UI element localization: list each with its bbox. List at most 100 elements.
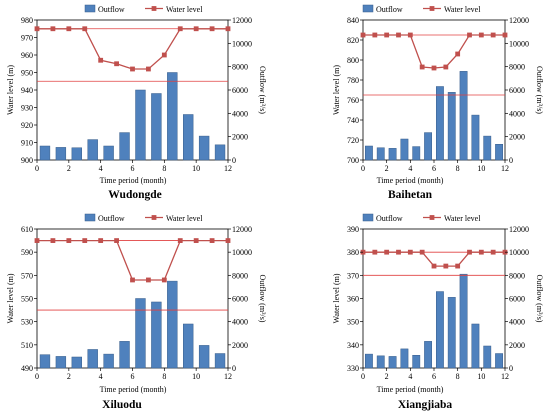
- water-level-marker: [396, 32, 401, 38]
- water-level-marker: [502, 32, 508, 38]
- water-level-marker: [431, 65, 437, 71]
- outflow-bar: [167, 72, 178, 161]
- water-level-marker: [419, 249, 425, 255]
- water-level-marker: [50, 238, 56, 243]
- y-tick-label: 900: [21, 156, 33, 165]
- y-tick-label: 970: [21, 34, 33, 43]
- x-axis-label: Time period (month): [100, 385, 167, 394]
- y-tick-label: 590: [21, 248, 33, 257]
- water-level-marker: [225, 238, 231, 243]
- water-level-marker: [467, 32, 472, 38]
- chart-xiangjiaba: 0 2 4 6 8 10 12 330 340 350 360 370 380 390 0 2000 4000 6…: [332, 213, 544, 411]
- water-level-marker: [407, 32, 413, 38]
- x-tick-label: 0: [361, 164, 365, 173]
- water-level-marker: [50, 26, 56, 32]
- outflow-bar: [151, 301, 162, 369]
- water-level-marker: [467, 249, 472, 255]
- x-tick-label: 4: [99, 164, 103, 173]
- y2-tick-label: 0: [509, 156, 513, 165]
- legend-marker-water-level: [429, 215, 435, 220]
- x-tick-label: 4: [99, 372, 103, 381]
- y-tick-label: 530: [21, 318, 33, 327]
- outflow-bar: [167, 280, 178, 369]
- y2-tick-label: 12000: [232, 225, 252, 234]
- water-level-marker: [419, 64, 425, 70]
- legend-label-water-level: Water level: [444, 5, 481, 14]
- water-level-marker: [372, 32, 378, 38]
- y-tick-label: 980: [21, 16, 33, 25]
- x-tick-label: 10: [192, 372, 200, 381]
- y2-tick-label: 2000: [232, 133, 248, 142]
- x-tick-label: 8: [162, 164, 166, 173]
- outflow-bar: [435, 291, 444, 369]
- x-tick-label: 12: [224, 372, 232, 381]
- water-level-line: [37, 239, 228, 281]
- x-tick-label: 2: [67, 372, 71, 381]
- water-level-line: [363, 34, 505, 69]
- y2-tick-label: 6000: [232, 295, 248, 304]
- x-axis-label: Time period (month): [377, 385, 444, 394]
- legend-swatch-outflow: [362, 4, 374, 13]
- y2-tick-label: 2000: [509, 341, 525, 350]
- y-tick-label: 940: [21, 86, 33, 95]
- x-tick-label: 8: [162, 372, 166, 381]
- y-axis-label: Water level (m): [6, 273, 15, 323]
- y-tick-label: 330: [347, 364, 359, 373]
- y2-tick-label: 4000: [232, 109, 248, 118]
- outflow-bar: [198, 345, 210, 369]
- legend-label-water-level: Water level: [166, 5, 203, 14]
- y-tick-label: 610: [21, 225, 33, 234]
- outflow-bar: [71, 147, 82, 161]
- water-level-marker: [193, 26, 199, 32]
- y-tick-label: 370: [347, 271, 359, 280]
- outflow-bar: [447, 92, 456, 161]
- y-tick-label: 760: [347, 96, 359, 105]
- x-axis-label: Time period (month): [377, 176, 444, 185]
- outflow-bar: [151, 93, 162, 161]
- outflow-bar: [495, 144, 504, 161]
- x-tick-label: 4: [408, 372, 412, 381]
- y-tick-label: 780: [347, 76, 359, 85]
- y2-axis-label: Outflow (m³/s): [535, 66, 544, 114]
- water-level-marker: [114, 238, 119, 243]
- water-level-marker: [177, 238, 183, 243]
- y-tick-label: 800: [347, 56, 359, 65]
- chart-wudongde: 0 2 4 6 8 10 12 900 910 920 930 940 950 960 970 980 0 200…: [6, 4, 267, 201]
- outflow-bar: [183, 114, 194, 161]
- outflow-bar: [119, 132, 130, 161]
- y-axis-label: Water level (m): [332, 273, 341, 323]
- y2-tick-label: 8000: [232, 63, 248, 72]
- outflow-bar: [103, 145, 114, 161]
- x-tick-label: 8: [456, 164, 460, 173]
- outflow-bar: [214, 353, 226, 369]
- outflow-bar: [135, 89, 146, 161]
- legend-label-outflow: Outflow: [98, 5, 125, 14]
- x-tick-label: 6: [131, 372, 135, 381]
- outflow-bar: [424, 132, 433, 161]
- water-level-marker: [372, 249, 378, 255]
- legend-label-water-level: Water level: [444, 214, 481, 223]
- x-tick-label: 2: [385, 372, 389, 381]
- outflow-bar: [412, 146, 421, 161]
- outflow-bar: [135, 298, 146, 369]
- outflow-bar: [412, 355, 421, 369]
- outflow-bar: [214, 144, 226, 161]
- y2-tick-label: 12000: [509, 16, 529, 25]
- x-tick-label: 2: [385, 164, 389, 173]
- outflow-bar: [87, 139, 98, 161]
- water-level-marker: [98, 57, 104, 63]
- water-level-marker: [490, 249, 496, 255]
- y-tick-label: 550: [21, 295, 33, 304]
- y-tick-label: 920: [21, 121, 33, 130]
- y2-axis-label: Outflow (m³/s): [258, 275, 267, 323]
- outflow-bar: [483, 345, 492, 369]
- water-level-marker: [209, 26, 215, 32]
- outflow-bar: [388, 148, 397, 161]
- water-level-marker: [82, 26, 88, 32]
- y-tick-label: 950: [21, 69, 33, 78]
- y2-axis-label: Outflow (m³/s): [258, 66, 267, 114]
- outflow-bar: [424, 341, 433, 369]
- water-level-marker: [34, 26, 40, 32]
- outflow-bar: [87, 349, 98, 369]
